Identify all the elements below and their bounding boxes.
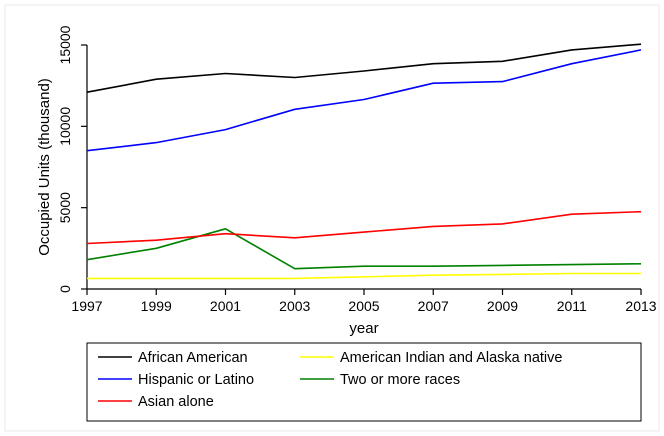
series-line-american-indian-and-alaska-native [87, 272, 641, 280]
x-tick-label: 1999 [141, 298, 172, 314]
x-tick-label: 1997 [71, 298, 102, 314]
series-line-asian-alone [86, 210, 642, 245]
series-line-hispanic-or-latino [86, 49, 642, 152]
legend-label-african-american: African American [138, 350, 248, 366]
legend-label-two-or-more-races: Two or more races [340, 372, 460, 388]
legend-box [86, 342, 642, 422]
x-tick-label: 2007 [418, 298, 449, 314]
y-tick-label: 15000 [57, 25, 73, 64]
legend-label-asian-alone: Asian alone [138, 394, 214, 410]
x-tick-label: 2001 [210, 298, 241, 314]
y-tick-label: 5000 [57, 192, 73, 223]
x-tick-label: 2011 [557, 298, 587, 314]
series-line-two-or-more-races [86, 228, 642, 270]
series-line-african-american [86, 43, 642, 93]
x-tick-label: 2003 [279, 298, 310, 314]
x-tick-label: 2005 [348, 298, 379, 314]
series-layer [86, 43, 642, 280]
y-axis-label: Occupied Units (thousand) [36, 78, 53, 256]
y-tick-label: 10000 [57, 107, 73, 146]
x-tick-label: 2009 [487, 298, 518, 314]
x-tick-label: 2013 [625, 298, 656, 314]
x-axis-label: year [349, 320, 378, 337]
y-tick-label: 0 [57, 285, 73, 293]
legend-label-hispanic-or-latino: Hispanic or Latino [138, 372, 254, 388]
legend: African American American Indian and Alas… [86, 342, 642, 422]
legend-label-american-indian-and-alaska-native: American Indian and Alaska native [340, 350, 562, 366]
axes: 0 5000 10000 15000 1997 1999 2001 2003 2005 2007 2… [57, 25, 657, 314]
